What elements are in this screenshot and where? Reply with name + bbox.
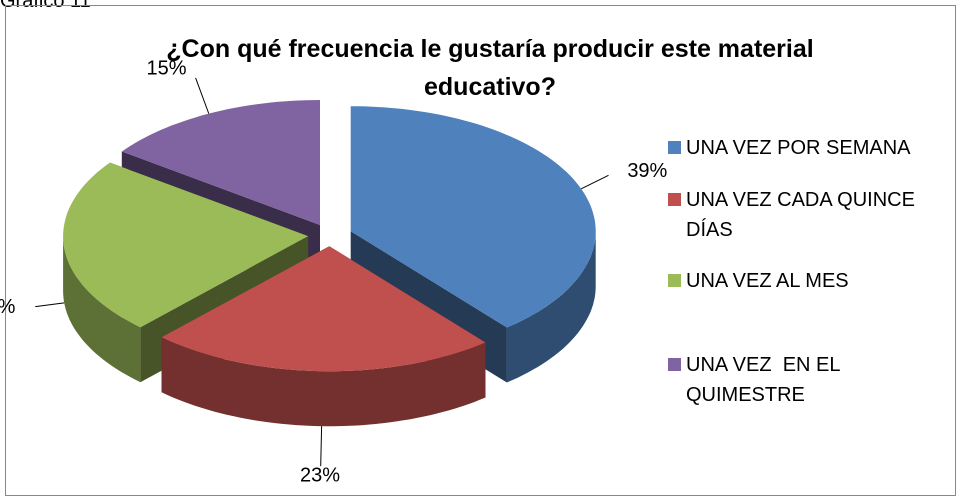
legend-label: UNA VEZ CADA QUINCE DÍAS xyxy=(686,189,921,241)
leader-line xyxy=(35,302,65,308)
data-label: 39% xyxy=(627,160,667,182)
slice xyxy=(63,162,309,328)
legend-item: UNA VEZ CADA QUINCE DÍAS xyxy=(668,185,948,245)
slice-wall xyxy=(63,236,141,383)
slice-wall xyxy=(161,337,486,427)
slice-wall xyxy=(506,231,596,383)
slice xyxy=(121,100,320,225)
leader-line xyxy=(195,77,210,114)
legend-item: UNA VEZ EN EL QUIMESTRE xyxy=(668,350,948,410)
legend-swatch xyxy=(668,193,681,206)
legend-item: UNA VEZ AL MES xyxy=(668,266,948,296)
leader-line xyxy=(580,174,609,190)
chart-frame xyxy=(5,5,956,496)
legend-swatch xyxy=(668,274,681,287)
legend-swatch xyxy=(668,141,681,154)
legend-label: UNA VEZ AL MES xyxy=(686,270,849,292)
data-label: 23% xyxy=(0,296,16,318)
leader-line xyxy=(320,426,323,467)
legend-item: UNA VEZ POR SEMANA xyxy=(668,133,948,163)
data-label: 23% xyxy=(300,464,340,486)
slice xyxy=(350,106,596,328)
legend-label: UNA VEZ EN EL QUIMESTRE xyxy=(686,354,846,406)
data-label: 15% xyxy=(147,57,187,79)
slice xyxy=(161,246,486,372)
legend-swatch xyxy=(668,358,681,371)
caption: Gráfico 11 xyxy=(0,0,91,12)
legend-label: UNA VEZ POR SEMANA xyxy=(686,137,911,159)
chart-title: ¿Con qué frecuencia le gustaría producir… xyxy=(166,35,814,101)
